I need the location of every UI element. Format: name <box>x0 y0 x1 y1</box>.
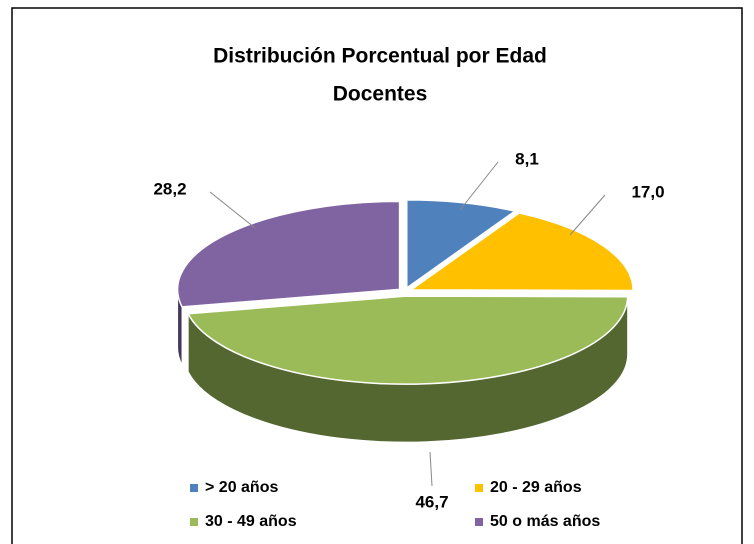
leader-line <box>209 191 256 229</box>
chart-title: Docentes <box>333 83 428 106</box>
pie-slice <box>408 212 634 292</box>
legend-swatch <box>190 484 198 492</box>
legend-swatch <box>190 518 198 526</box>
data-label: 28,2 <box>153 179 186 198</box>
legend-swatch <box>475 518 483 526</box>
pie-slice <box>406 199 517 290</box>
data-label: 17,0 <box>631 182 664 201</box>
data-label: 8,1 <box>515 149 539 168</box>
pie-slice <box>176 200 401 308</box>
legend-label: > 20 años <box>205 479 278 496</box>
leader-line <box>459 161 499 211</box>
chart-title: Distribución Porcentual por Edad <box>213 45 547 68</box>
data-label: 46,7 <box>415 492 448 511</box>
legend-label: 30 - 49 años <box>205 513 297 530</box>
legend-swatch <box>475 484 483 492</box>
legend-label: 50 o más años <box>490 513 600 530</box>
leader-line <box>569 194 606 236</box>
pie-slice <box>186 295 629 385</box>
legend-label: 20 - 29 años <box>490 479 582 496</box>
leader-line <box>429 451 433 487</box>
